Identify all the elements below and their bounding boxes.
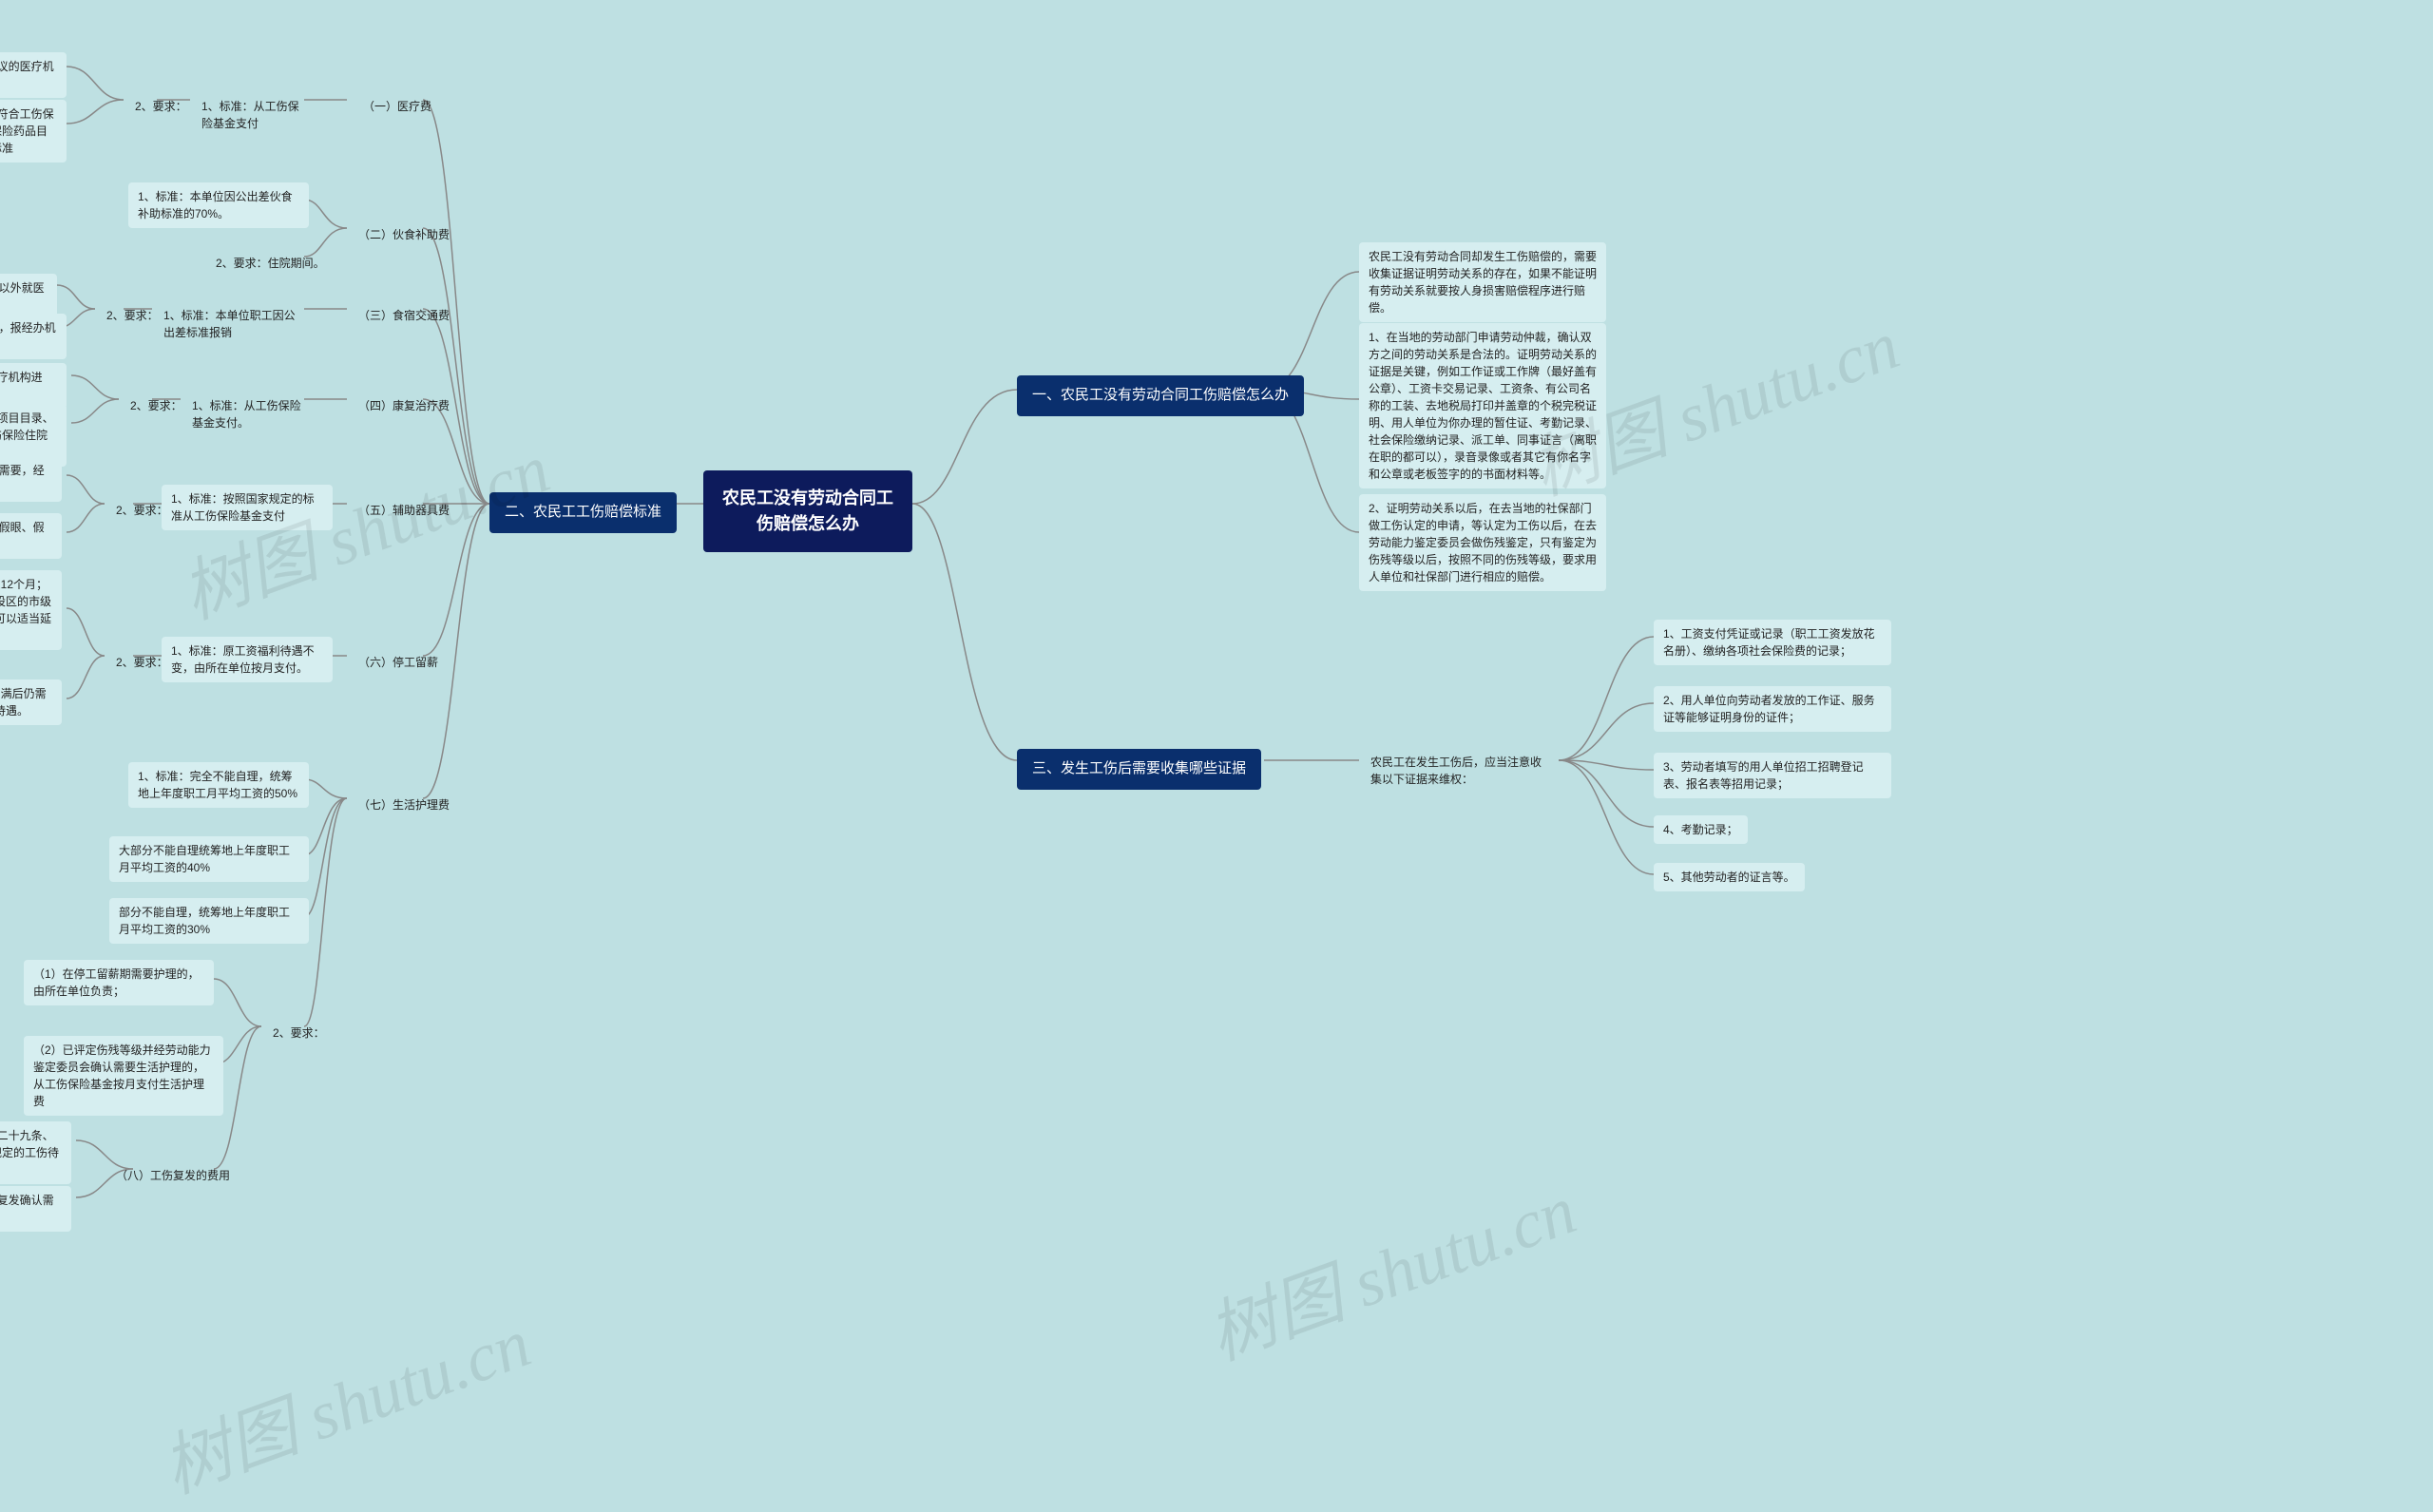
s2-item4-req-0: （1）签订服务协议的医疗机构进行； (0, 363, 67, 409)
s2-item3-req: 2、要求： (95, 299, 170, 332)
s2-item1-label: （一）医疗费 (352, 90, 443, 123)
s2-item3-label: （三）食宿交通费 (347, 299, 461, 332)
section-3-item-2: 3、劳动者填写的用人单位招工招聘登记表、报名表等招用记录； (1654, 753, 1891, 798)
s2-item6-std: 1、标准：原工资福利待遇不变，由所在单位按月支付。 (162, 637, 333, 682)
s2-item4-label: （四）康复治疗费 (347, 390, 461, 422)
section-3-title: 三、发生工伤后需要收集哪些证据 (1017, 749, 1261, 790)
s2-item3-std: 1、标准：本单位职工因公出差标准报销 (152, 299, 314, 349)
s2-item7-extra-0: 大部分不能自理统筹地上年度职工月平均工资的40% (109, 836, 309, 882)
watermark-3: 树图 shutu.cn (1192, 1154, 1587, 1379)
s2-item7-std: 1、标准：完全不能自理，统筹地上年度职工月平均工资的50% (128, 762, 309, 808)
s2-item7-req: 2、要求： (261, 1017, 336, 1049)
watermark-4: 树图 shutu.cn (146, 1287, 542, 1512)
section-3-intro: 农民工在发生工伤后，应当注意收集以下证据来维权： (1359, 746, 1559, 795)
s2-item6-req-0: （1）停工留薪期一般不超过12个月；伤情严重或者情况特殊，经设区的市级劳动能力鉴… (0, 570, 62, 650)
section-3-item-0: 1、工资支付凭证或记录（职工工资发放花名册）、缴纳各项社会保险费的记录； (1654, 620, 1891, 665)
section-3-item-3: 4、考勤记录； (1654, 815, 1748, 844)
s2-item7-req-0: （1）在停工留薪期需要护理的，由所在单位负责； (24, 960, 214, 1005)
s2-item3-req-0: （1）工伤职工到统筹地区以外就医的； (0, 274, 57, 319)
s2-item5-label: （五）辅助器具费 (347, 494, 461, 526)
s2-item8-child-0: 1、标准：享受本条例第二十九条、第三十条和第三十一条规定的工伤待遇。 (0, 1121, 71, 1184)
s2-item1-req-0: （1）在签有服务服务协议的医疗机构治疗； (0, 52, 67, 98)
root-node: 农民工没有劳动合同工伤赔偿怎么办 (703, 470, 912, 552)
section-1-item-2: 2、证明劳动关系以后，在去当地的社保部门做工伤认定的申请，等认定为工伤以后，在去… (1359, 494, 1606, 591)
s2-item1-req: 2、要求： (124, 90, 199, 123)
s2-item4-std: 1、标准：从工伤保险基金支付。 (181, 390, 314, 439)
s2-item4-req: 2、要求： (119, 390, 194, 422)
section-2-title: 二、农民工工伤赔偿标准 (489, 492, 677, 533)
s2-item5-req-1: （2）安装假肢、矫形器、假眼、假牙和配置轮椅等辅助器具 (0, 513, 62, 559)
s2-item2-std: 1、标准：本单位因公出差伙食补助标准的70%。 (128, 182, 309, 228)
mindmap-connectors (0, 0, 2433, 1428)
section-1-title: 一、农民工没有劳动合同工伤赔偿怎么办 (1017, 375, 1304, 416)
s2-item2-req: 2、要求：住院期间。 (204, 247, 336, 279)
s2-item7-label: （七）生活护理费 (347, 789, 461, 821)
s2-item8-child-1: 2、要求：工伤职工工伤复发确认需要治疗的 (0, 1186, 71, 1232)
section-3-item-1: 2、用人单位向劳动者发放的工作证、服务证等能够证明身份的证件； (1654, 686, 1891, 732)
s2-item2-label: （二）伙食补助费 (347, 219, 461, 251)
s2-item5-std: 1、标准：按照国家规定的标准从工伤保险基金支付 (162, 485, 333, 530)
s2-item3-req-1: （2）经医疗机构出具证明，报经办机构同意。 (0, 314, 67, 359)
s2-item6-req: 2、要求： (105, 646, 180, 679)
s2-item1-std: 1、标准：从工伤保险基金支付 (190, 90, 314, 140)
section-1-item-0: 农民工没有劳动合同却发生工伤赔偿的，需要收集证据证明劳动关系的存在，如果不能证明… (1359, 242, 1606, 322)
s2-item7-extra-1: 部分不能自理，统筹地上年度职工月平均工资的30% (109, 898, 309, 944)
s2-item8-label: （八）工伤复发的费用 (105, 1159, 241, 1192)
section-3-item-4: 5、其他劳动者的证言等。 (1654, 863, 1805, 891)
s2-item7-req-1: （2）已评定伤残等级并经劳动能力鉴定委员会确认需要生活护理的，从工伤保险基金按月… (24, 1036, 223, 1116)
s2-item1-req-1: （2）治疗工伤所需费用符合工伤保险诊疗项目目录、工伤保险药品目录、工伤保险住院服… (0, 100, 67, 163)
s2-item5-req: 2、要求： (105, 494, 180, 526)
s2-item6-label: （六）停工留薪 (347, 646, 450, 679)
section-1-item-1: 1、在当地的劳动部门申请劳动仲裁，确认双方之间的劳动关系是合法的。证明劳动关系的… (1359, 323, 1606, 488)
s2-item6-req-1: （2）工伤职工在停工留薪期满后仍需治疗的，继续享受工伤医疗待遇。 (0, 679, 62, 725)
s2-item5-req-0: （1）因日常生活或者就业需要，经劳动能力鉴定委员会确认； (0, 456, 62, 502)
